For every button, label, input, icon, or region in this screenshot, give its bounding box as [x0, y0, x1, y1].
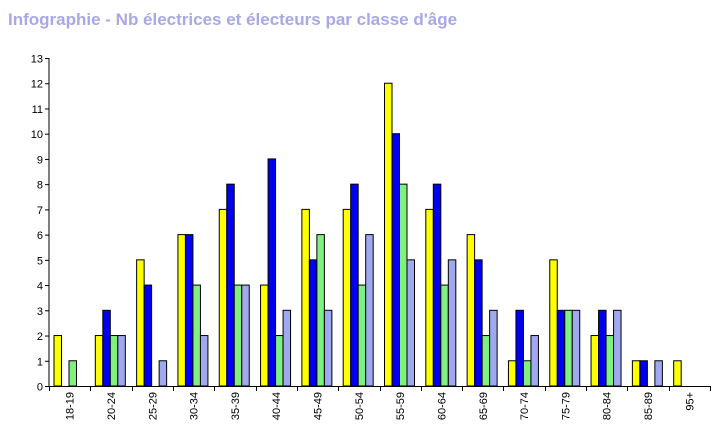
bar-60-64-s3 — [440, 284, 449, 387]
x-tick-label: 25-29 — [147, 392, 159, 420]
y-tick-label: 10 — [31, 129, 43, 141]
bar-80-84-s4 — [613, 309, 622, 387]
bar-75-79-s2 — [556, 309, 566, 387]
bar-20-24-s1 — [94, 335, 104, 387]
bar-20-24-s2 — [102, 309, 111, 387]
x-tick-label: 65-69 — [478, 392, 490, 420]
x-tick-label: 75-79 — [560, 392, 572, 420]
bar-35-39-s2 — [226, 183, 235, 387]
bar-50-54-s3 — [357, 284, 367, 387]
x-tick-label: 55-59 — [395, 392, 407, 420]
bar-75-79-s4 — [571, 309, 581, 387]
bar-70-74-s4 — [530, 335, 539, 387]
x-tick-label: 60-64 — [436, 392, 448, 420]
y-tick-label: 7 — [37, 205, 43, 217]
bar-85-89-s4 — [654, 360, 663, 387]
bar-50-54-s4 — [365, 234, 374, 387]
bar-55-59-s1 — [384, 82, 393, 387]
bar-25-29-s2 — [143, 284, 153, 387]
bar-45-49-s3 — [316, 234, 325, 387]
bar-20-24-s4 — [117, 335, 126, 387]
bar-95+-s1 — [673, 360, 682, 387]
bar-25-29-s1 — [136, 259, 145, 387]
bar-85-89-s2 — [639, 360, 648, 387]
bar-35-39-s1 — [218, 208, 228, 387]
y-tick-label: 13 — [31, 54, 43, 66]
bar-65-69-s4 — [489, 309, 498, 387]
x-tick-label: 50-54 — [354, 392, 366, 420]
bar-30-34-s4 — [199, 335, 209, 387]
bar-70-74-s2 — [515, 309, 524, 387]
y-tick-label: 1 — [37, 356, 43, 368]
bar-65-69-s3 — [481, 335, 491, 387]
x-tick-label: 80-84 — [602, 392, 614, 420]
bar-45-49-s4 — [323, 309, 333, 387]
bar-40-44-s2 — [267, 158, 277, 387]
bar-60-64-s2 — [432, 183, 442, 387]
x-axis: 18-19 20-24 25-29 30-34 35-39 40-44 45-49 50-54… — [49, 386, 711, 420]
bar-35-39-s3 — [233, 284, 243, 387]
y-tick-label: 3 — [37, 306, 43, 318]
x-tick-label: 95+ — [684, 392, 696, 411]
bar-80-84-s1 — [590, 335, 600, 387]
y-tick-label: 2 — [37, 331, 43, 343]
bar-75-79-s1 — [549, 259, 558, 387]
bar-85-89-s1 — [631, 360, 641, 387]
bar-65-69-s1 — [466, 234, 476, 387]
x-tick-label: 85-89 — [643, 392, 655, 420]
bar-40-44-s4 — [282, 309, 292, 387]
bars-group — [53, 82, 682, 387]
bar-80-84-s2 — [598, 309, 607, 387]
bar-40-44-s1 — [260, 284, 269, 387]
bar-25-29-s4 — [158, 360, 168, 387]
y-tick-label: 5 — [37, 255, 43, 267]
bar-40-44-s3 — [275, 335, 284, 387]
bar-50-54-s1 — [342, 208, 352, 387]
y-tick-label: 6 — [37, 230, 43, 242]
bar-55-59-s3 — [399, 183, 408, 387]
x-tick-label: 30-34 — [189, 392, 201, 420]
bar-30-34-s1 — [177, 234, 186, 387]
bar-65-69-s2 — [474, 259, 483, 387]
bar-80-84-s3 — [605, 335, 615, 387]
y-tick-label: 9 — [37, 154, 43, 166]
y-tick-label: 11 — [32, 104, 43, 116]
bar-75-79-s3 — [564, 309, 573, 387]
bar-30-34-s2 — [184, 234, 194, 387]
bar-18-19-s1 — [53, 335, 62, 387]
bar-30-34-s3 — [192, 284, 201, 387]
x-tick-label: 18-19 — [65, 392, 77, 420]
chart-title: Infographie - Nb électrices et électeurs… — [8, 10, 458, 29]
bar-60-64-s4 — [447, 259, 457, 387]
x-tick-label: 70-74 — [519, 392, 531, 420]
bar-60-64-s1 — [425, 208, 434, 387]
bar-55-59-s2 — [391, 133, 400, 387]
y-tick-label: 4 — [37, 281, 43, 293]
bar-35-39-s4 — [241, 284, 250, 387]
y-tick-label: 0 — [37, 382, 43, 394]
x-tick-label: 40-44 — [271, 392, 283, 420]
bar-55-59-s4 — [406, 259, 415, 387]
bar-70-74-s1 — [507, 360, 517, 387]
x-tick-label: 45-49 — [313, 392, 325, 420]
bar-70-74-s3 — [522, 360, 532, 387]
bar-20-24-s3 — [109, 335, 119, 387]
bar-45-49-s1 — [301, 208, 310, 387]
bar-18-19-s3 — [68, 360, 77, 387]
y-tick-label: 12 — [31, 79, 43, 91]
bar-45-49-s2 — [308, 259, 318, 387]
y-tick-label: 8 — [37, 180, 43, 192]
x-tick-label: 35-39 — [230, 392, 242, 420]
x-tick-label: 20-24 — [106, 392, 118, 420]
bar-50-54-s2 — [350, 183, 359, 387]
